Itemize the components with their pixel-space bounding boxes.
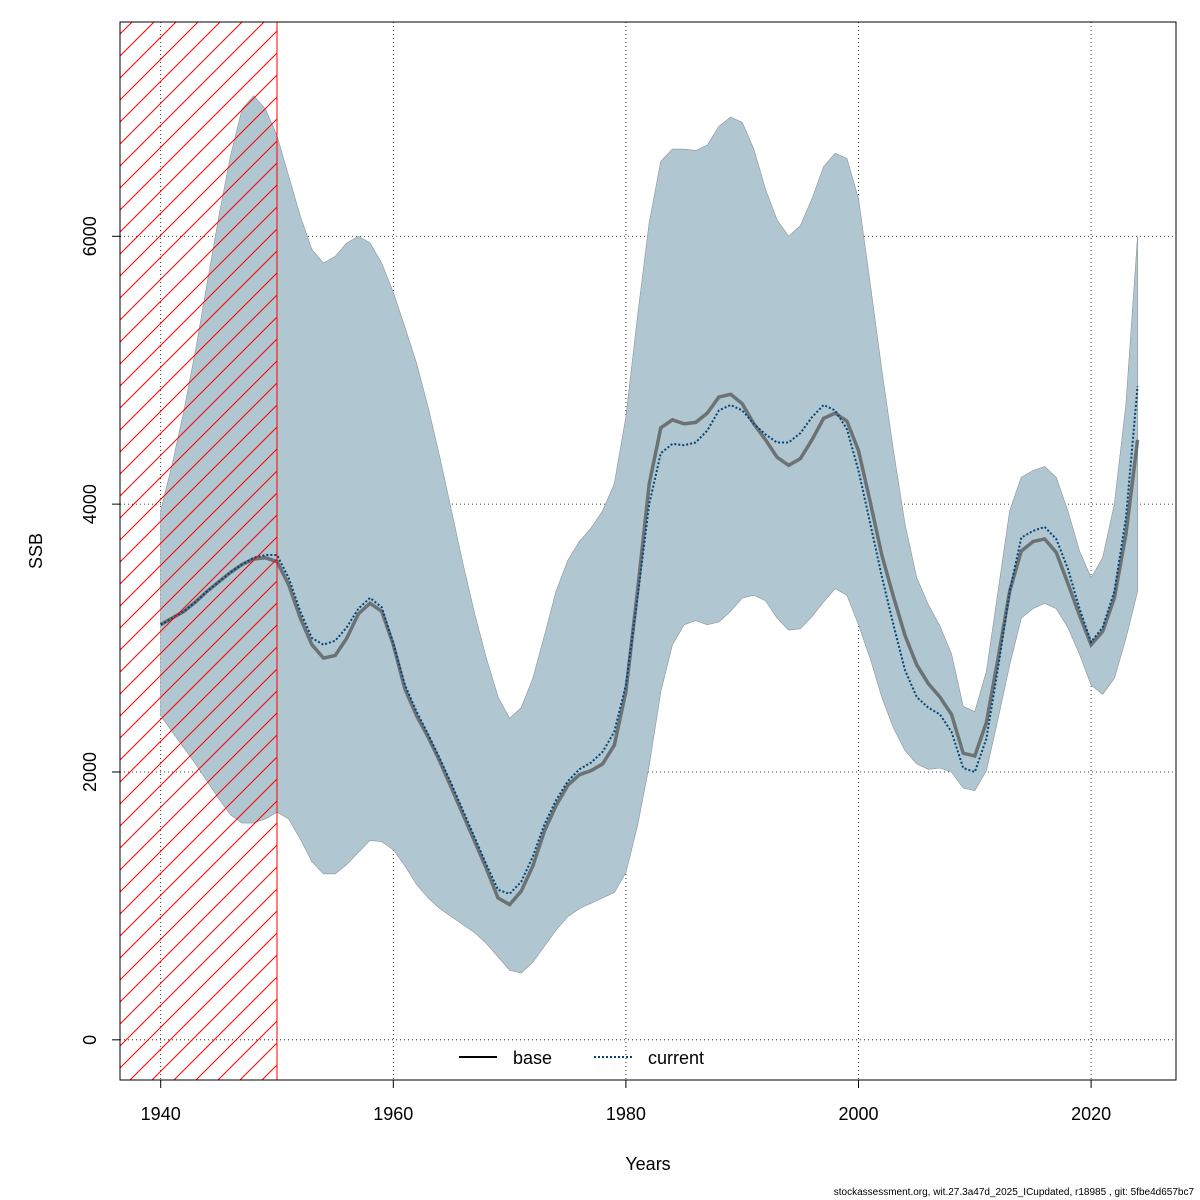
y-tick-label: 6000 <box>80 216 100 256</box>
shaded-period <box>119 21 278 1081</box>
x-tick-label: 1980 <box>606 1104 646 1124</box>
legend-label-current: current <box>648 1048 704 1068</box>
footer-note: stockassessment.org, wit.27.3a47d_2025_I… <box>833 1187 1194 1198</box>
y-tick-label: 2000 <box>80 752 100 792</box>
y-axis-title: SSB <box>26 533 46 569</box>
x-tick-label: 1960 <box>373 1104 413 1124</box>
x-tick-label: 2000 <box>838 1104 878 1124</box>
series-lines <box>159 386 1140 907</box>
y-tick-label: 0 <box>80 1035 100 1045</box>
x-tick-label: 2020 <box>1071 1104 1111 1124</box>
y-axis: 0 2000 4000 6000 <box>80 216 121 1045</box>
legend: base current <box>459 1048 704 1068</box>
line-base <box>159 392 1140 907</box>
legend-label-base: base <box>513 1048 552 1068</box>
x-axis-title: Years <box>625 1154 670 1174</box>
x-tick-label: 1940 <box>141 1104 181 1124</box>
hatched-period <box>119 21 278 1081</box>
x-axis: 1940 1960 1980 2000 2020 <box>141 1079 1111 1124</box>
band-overlap <box>160 95 1138 973</box>
y-tick-label: 4000 <box>80 484 100 524</box>
confidence-bands <box>160 95 1138 974</box>
